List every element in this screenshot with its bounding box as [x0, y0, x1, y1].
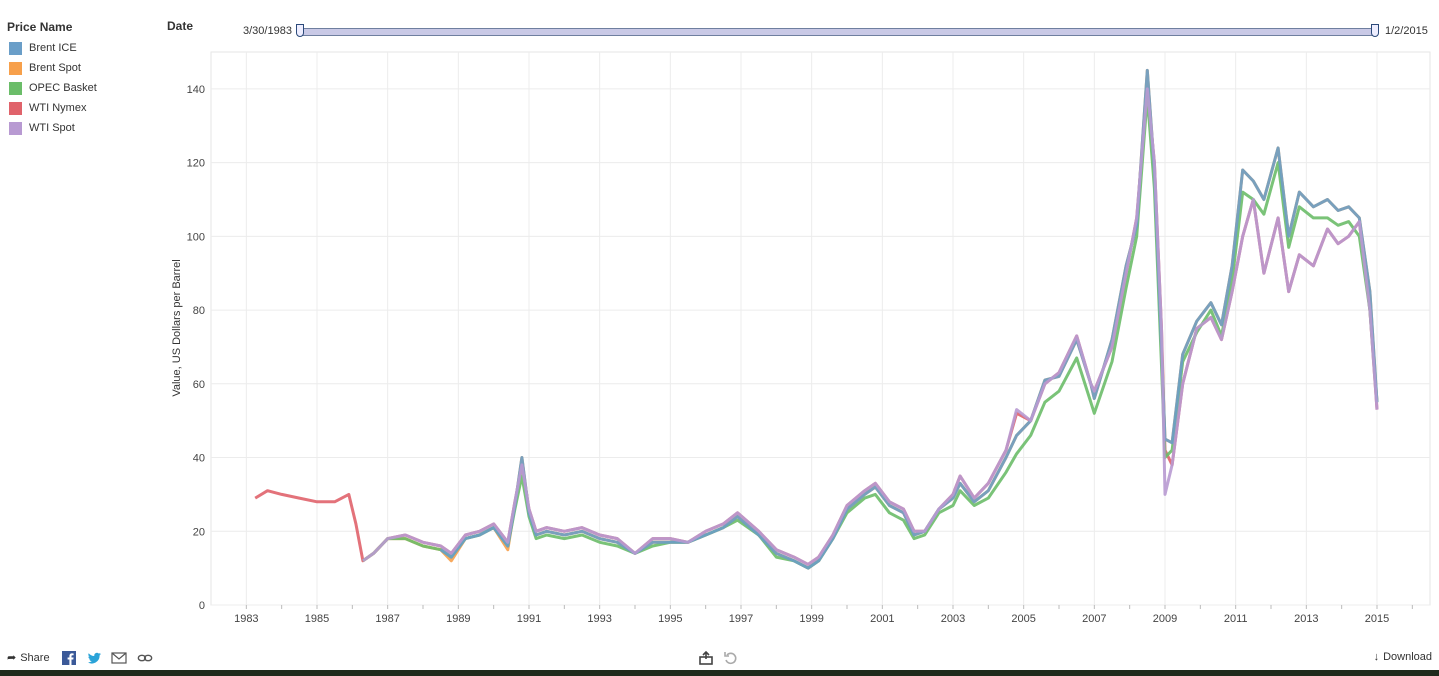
chart-series: [254, 68, 1379, 570]
footer-toolbar: ➦ Share ↓ Download: [0, 648, 1439, 668]
legend-label: OPEC Basket: [29, 82, 97, 94]
legend-item-brent-ice[interactable]: Brent ICE: [7, 38, 157, 58]
export-icon[interactable]: [698, 650, 714, 666]
date-range-end: 1/2/2015: [1385, 25, 1428, 37]
date-range-start: 3/30/1983: [243, 25, 292, 37]
x-tick-label: 1995: [658, 613, 682, 625]
x-tick-label: 1985: [305, 613, 329, 625]
date-filter-label: Date: [167, 19, 194, 33]
legend-label: WTI Nymex: [29, 102, 87, 114]
chart-axes: 0 20 40 60 80 100 120 140 1983 1985 1987 1989 1991 19…: [187, 84, 1413, 625]
share-label: Share: [20, 651, 50, 664]
legend-item-brent-spot[interactable]: Brent Spot: [7, 58, 157, 78]
download-label: Download: [1383, 651, 1432, 663]
x-tick-label: 1989: [446, 613, 470, 625]
legend-label: Brent ICE: [29, 42, 77, 54]
twitter-icon[interactable]: [86, 650, 102, 666]
oil-price-line-chart[interactable]: 0 20 40 60 80 100 120 140 1983 1985 1987 1989 1991 19…: [0, 0, 1439, 640]
x-tick-label: 1991: [517, 613, 541, 625]
y-tick-label: 80: [193, 305, 205, 317]
legend-swatch: [9, 61, 22, 75]
x-tick-label: 2003: [941, 613, 965, 625]
x-tick-label: 1999: [799, 613, 823, 625]
y-tick-label: 120: [187, 158, 205, 170]
legend-item-wti-nymex[interactable]: WTI Nymex: [7, 98, 157, 118]
y-tick-label: 60: [193, 379, 205, 391]
page-bottom-strip: [0, 670, 1439, 676]
revert-icon[interactable]: [723, 650, 739, 666]
x-tick-label: 1993: [587, 613, 611, 625]
y-tick-label: 100: [187, 231, 205, 243]
legend-label: Brent Spot: [29, 62, 81, 74]
y-tick-label: 140: [187, 84, 205, 96]
y-tick-label: 20: [193, 526, 205, 538]
plot-area: [210, 51, 1431, 606]
y-axis-label: Value, US Dollars per Barrel: [171, 259, 183, 396]
x-tick-label: 1987: [375, 613, 399, 625]
email-icon[interactable]: [111, 650, 127, 666]
legend-item-opec-basket[interactable]: OPEC Basket: [7, 78, 157, 98]
legend-swatch: [9, 41, 22, 55]
legend: Price Name Brent ICE Brent Spot OPEC Bas…: [7, 20, 157, 138]
chart-grid: [210, 51, 1431, 606]
download-button[interactable]: ↓ Download: [1374, 651, 1432, 663]
share-arrow-icon: ➦: [7, 652, 17, 664]
x-tick-label: 1983: [234, 613, 258, 625]
legend-item-wti-spot[interactable]: WTI Spot: [7, 118, 157, 138]
date-slider-end-handle[interactable]: [1371, 24, 1379, 37]
download-arrow-icon: ↓: [1373, 651, 1380, 663]
series-line-wti-nymex: [254, 87, 1379, 566]
legend-swatch: [9, 101, 22, 115]
x-tick-label: 2001: [870, 613, 894, 625]
legend-swatch: [9, 121, 22, 135]
x-tick-label: 2013: [1294, 613, 1318, 625]
series-line-wti-spot: [362, 87, 1379, 566]
date-slider-start-handle[interactable]: [296, 24, 304, 37]
y-tick-label: 40: [193, 453, 205, 465]
x-tick-label: 2011: [1224, 613, 1248, 625]
x-tick-label: 2009: [1153, 613, 1177, 625]
series-line-brent-ice: [439, 68, 1379, 570]
y-tick-label: 0: [199, 600, 205, 612]
share-button[interactable]: ➦ Share: [7, 651, 50, 665]
legend-swatch: [9, 81, 22, 95]
legend-title: Price Name: [7, 20, 73, 34]
link-icon[interactable]: [137, 650, 153, 666]
facebook-icon[interactable]: [61, 650, 77, 666]
legend-label: WTI Spot: [29, 122, 75, 134]
x-tick-label: 2005: [1011, 613, 1035, 625]
x-tick-label: 2007: [1082, 613, 1106, 625]
x-tick-label: 2015: [1365, 613, 1389, 625]
x-tick-label: 1997: [729, 613, 753, 625]
